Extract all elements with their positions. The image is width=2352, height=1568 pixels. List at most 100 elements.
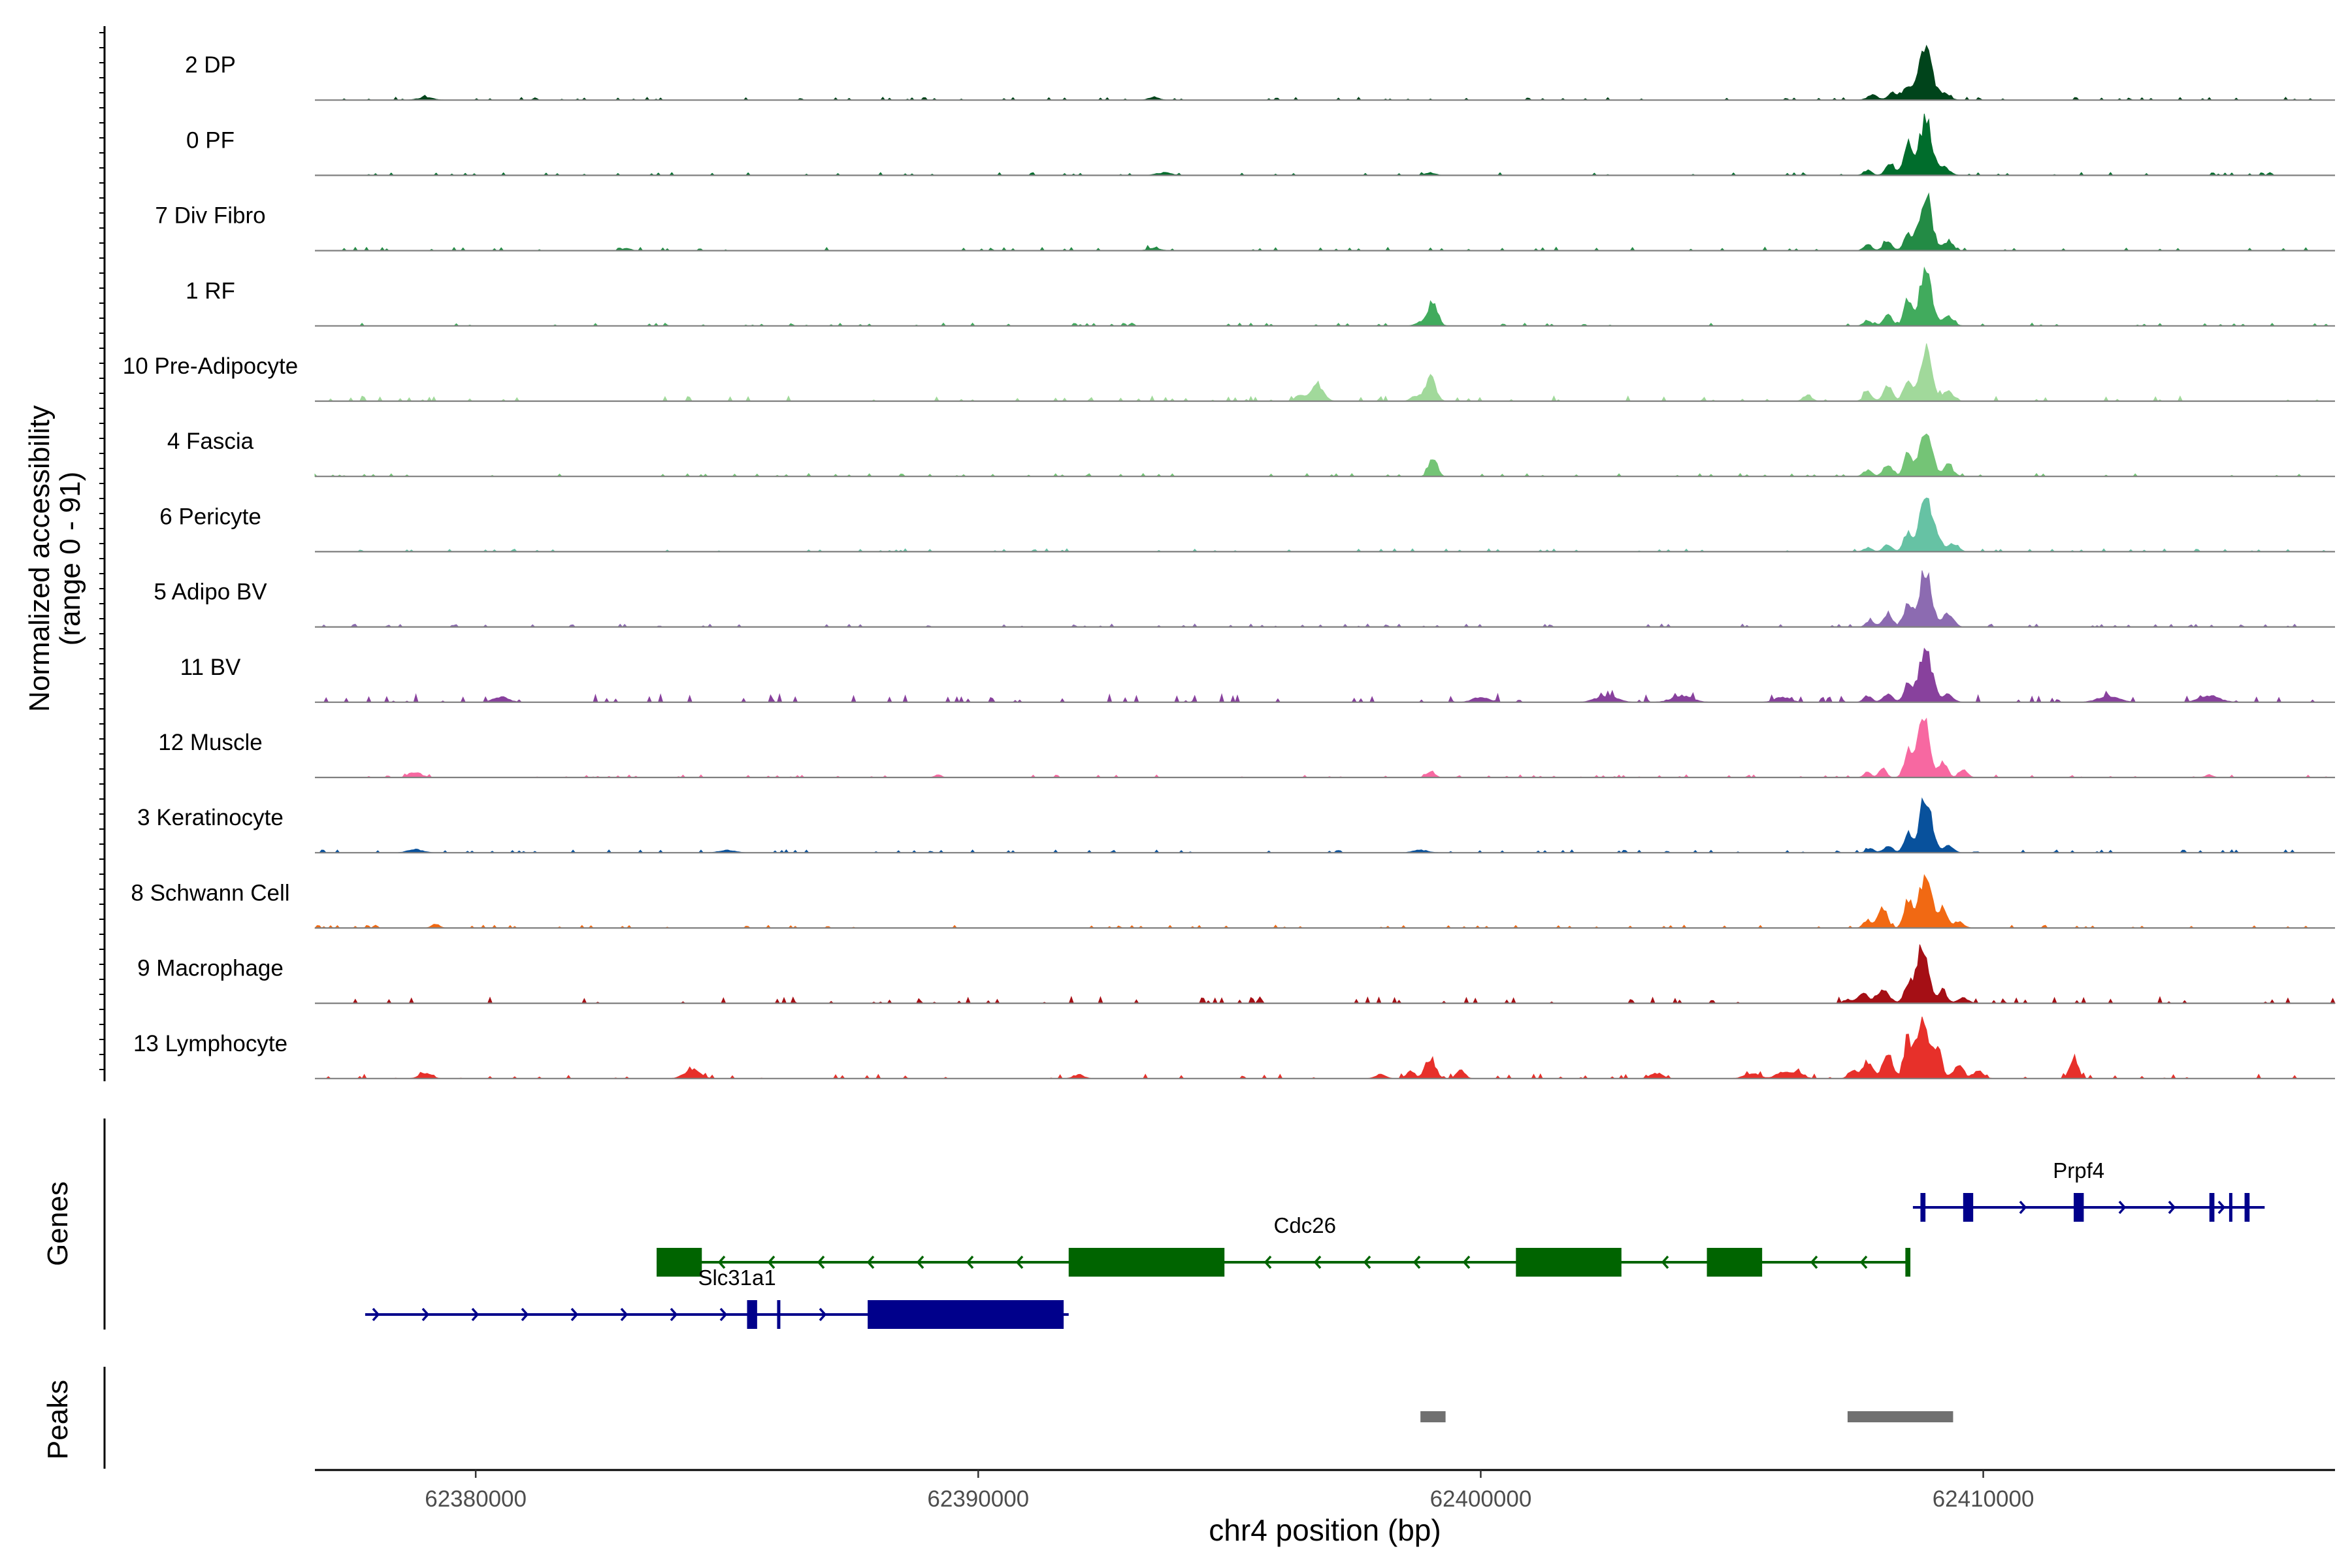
track-11-bv: 11 BV xyxy=(180,647,2335,704)
track-1-rf: 1 RF xyxy=(186,266,2335,327)
coverage-area xyxy=(315,647,2335,704)
coverage-area xyxy=(315,44,2335,101)
peaks-track-label: Peaks xyxy=(42,1380,74,1460)
strand-arrow xyxy=(1363,1255,1371,1269)
gene-exon xyxy=(1068,1248,1225,1277)
gene-exon xyxy=(1963,1193,1974,1222)
strand-arrow xyxy=(2118,1200,2127,1215)
track-label: 10 Pre-Adipocyte xyxy=(123,353,298,379)
strand-arrow xyxy=(372,1307,380,1322)
coverage-area xyxy=(315,266,2335,327)
gene-exon xyxy=(1920,1193,1926,1222)
strand-arrow xyxy=(521,1307,529,1322)
coverage-area xyxy=(314,433,2335,477)
track-label: 6 Pericyte xyxy=(159,504,261,529)
gene-exon xyxy=(2209,1193,2215,1222)
coverage-tracks: 2 DP 0 PF 7 Div Fibro 1 RF 10 Pre-Adipocyte 4… xyxy=(123,44,2336,1079)
strand-arrow xyxy=(670,1307,678,1322)
track-8-schwann-cell: 8 Schwann Cell xyxy=(131,874,2335,929)
strand-arrow xyxy=(1859,1255,1868,1269)
peaks-track xyxy=(103,1367,1953,1469)
axes: Normalized accessibility (range 0 - 91) … xyxy=(24,26,2335,1547)
gene-exon xyxy=(1905,1248,1911,1277)
track-7-div-fibro: 7 Div Fibro xyxy=(155,192,2335,252)
gene-exon xyxy=(2074,1193,2084,1222)
peak-region xyxy=(1847,1411,1953,1422)
coverage-area xyxy=(315,114,2335,176)
strand-arrow xyxy=(719,1307,728,1322)
track-10-pre-adipocyte: 10 Pre-Adipocyte xyxy=(123,343,2335,402)
gene-cdc26: Cdc26 xyxy=(657,1213,1911,1277)
strand-arrow xyxy=(916,1255,924,1269)
strand-arrow xyxy=(966,1255,974,1269)
strand-arrow xyxy=(1413,1255,1421,1269)
track-label: 2 DP xyxy=(185,52,236,78)
gene-slc31a1: Slc31a1 xyxy=(365,1266,1069,1329)
coverage-area xyxy=(315,343,2335,402)
gene-exon xyxy=(1516,1248,1622,1277)
track-5-adipo-bv: 5 Adipo BV xyxy=(154,570,2335,628)
gene-exon xyxy=(747,1300,757,1329)
gene-label: Slc31a1 xyxy=(698,1266,776,1290)
track-0-pf: 0 PF xyxy=(186,114,2335,176)
track-label: 4 Fascia xyxy=(167,429,254,454)
strand-arrow xyxy=(1015,1255,1024,1269)
track-label: 7 Div Fibro xyxy=(155,203,265,229)
y-axis-label-range: (range 0 - 91) xyxy=(54,472,86,646)
strand-arrow xyxy=(1313,1255,1322,1269)
gene-exon xyxy=(657,1248,702,1277)
gene-exon xyxy=(2229,1193,2232,1222)
coverage-area xyxy=(315,192,2335,252)
track-label: 0 PF xyxy=(186,127,235,153)
strand-arrow xyxy=(1462,1255,1471,1269)
track-label: 13 Lymphocyte xyxy=(133,1031,287,1056)
gene-exon xyxy=(1707,1248,1763,1277)
x-tick-label: 62410000 xyxy=(1933,1486,2034,1512)
gene-label: Cdc26 xyxy=(1274,1213,1336,1237)
gene-prpf4: Prpf4 xyxy=(1912,1158,2265,1222)
coverage-area xyxy=(315,797,2335,853)
genes-track-label: Genes xyxy=(42,1181,74,1266)
x-tick-label: 62390000 xyxy=(927,1486,1029,1512)
x-tick-label: 62400000 xyxy=(1430,1486,1532,1512)
track-6-pericyte: 6 Pericyte xyxy=(159,497,2335,553)
strand-arrow xyxy=(1264,1255,1272,1269)
strand-arrow xyxy=(2217,1200,2226,1215)
track-12-muscle: 12 Muscle xyxy=(158,717,2335,779)
track-3-keratinocyte: 3 Keratinocyte xyxy=(137,797,2335,854)
strand-arrow xyxy=(570,1307,579,1322)
gene-label: Prpf4 xyxy=(2053,1158,2104,1183)
gene-exon xyxy=(868,1300,1064,1329)
track-4-fascia: 4 Fascia xyxy=(167,429,2335,478)
gene-exon xyxy=(777,1300,781,1329)
track-9-macrophage: 9 Macrophage xyxy=(137,944,2336,1004)
coverage-area xyxy=(315,570,2335,628)
track-2-dp: 2 DP xyxy=(185,44,2335,101)
track-label: 5 Adipo BV xyxy=(154,580,267,605)
coverage-area xyxy=(315,497,2335,553)
track-label: 12 Muscle xyxy=(158,730,263,755)
track-label: 3 Keratinocyte xyxy=(137,805,284,830)
strand-arrow xyxy=(2168,1200,2176,1215)
strand-arrow xyxy=(866,1255,875,1269)
gene-annotation-track: Cdc26 Slc31a1 Prpf4 xyxy=(103,1119,2265,1330)
track-label: 9 Macrophage xyxy=(137,956,284,981)
track-label: 1 RF xyxy=(186,278,235,304)
strand-arrow xyxy=(471,1307,480,1322)
strand-arrow xyxy=(2019,1200,2027,1215)
track-label: 8 Schwann Cell xyxy=(131,880,289,906)
coverage-area xyxy=(315,717,2335,778)
x-tick-label: 62380000 xyxy=(425,1486,527,1512)
peak-region xyxy=(1420,1411,1446,1422)
strand-arrow xyxy=(767,1255,776,1269)
strand-arrow xyxy=(620,1307,629,1322)
strand-arrow xyxy=(819,1307,827,1322)
gene-exon xyxy=(2244,1193,2250,1222)
track-13-lymphocyte: 13 Lymphocyte xyxy=(133,1017,2335,1079)
strand-arrow xyxy=(1810,1255,1818,1269)
track-label: 11 BV xyxy=(180,655,241,680)
coverage-area xyxy=(314,874,2335,929)
coverage-area xyxy=(315,1017,2335,1079)
x-axis-label: chr4 position (bp) xyxy=(1209,1513,1441,1547)
